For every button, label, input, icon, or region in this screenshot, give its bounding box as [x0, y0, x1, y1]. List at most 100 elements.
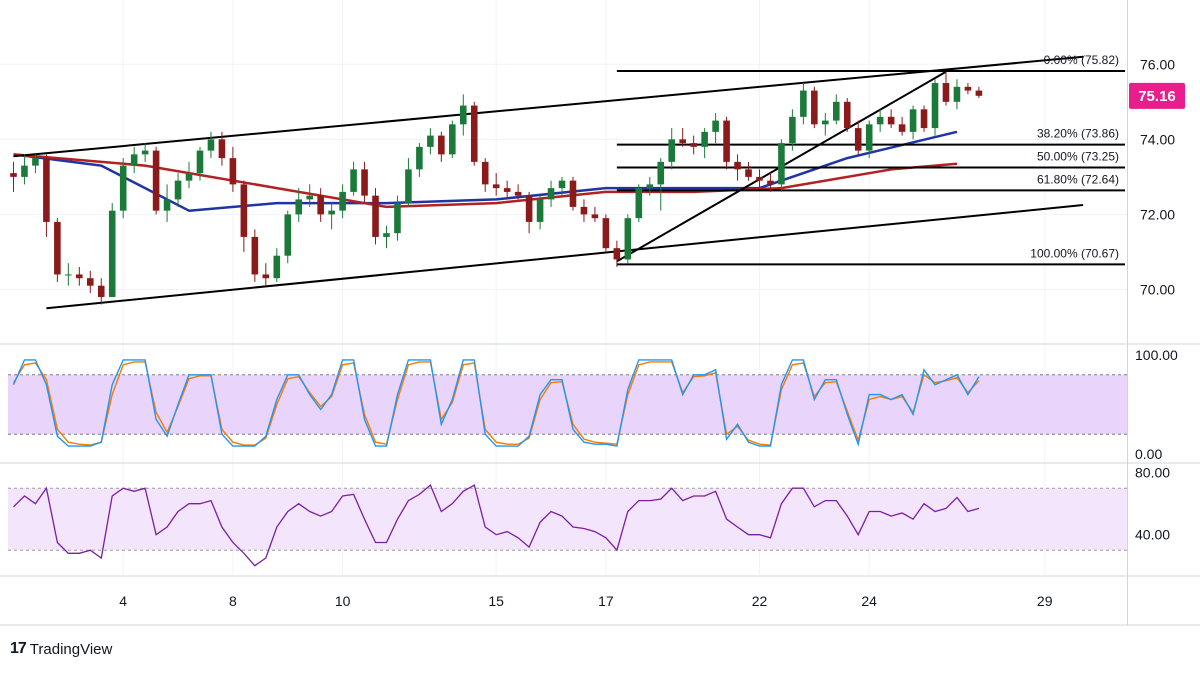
- candle-body: [394, 203, 401, 234]
- candle: [449, 120, 456, 159]
- candle-body: [778, 143, 785, 185]
- candle: [65, 263, 72, 286]
- price-tick-label: 74.00: [1140, 131, 1175, 147]
- candle-body: [54, 221, 61, 275]
- candle-body: [32, 158, 39, 166]
- candle-body: [909, 109, 917, 132]
- candle: [767, 173, 774, 192]
- candle: [822, 113, 829, 136]
- candle: [76, 266, 83, 286]
- candle: [218, 131, 226, 166]
- rsi-line: [13, 484, 980, 567]
- candle: [262, 263, 270, 286]
- fib-level-label: 100.00% (70.67): [1030, 246, 1119, 260]
- candle: [514, 184, 522, 200]
- candle-body: [86, 278, 94, 286]
- candle-body: [306, 195, 313, 200]
- candle: [865, 120, 873, 159]
- candle-body: [416, 146, 423, 170]
- candle: [328, 203, 335, 230]
- candle: [394, 195, 401, 241]
- candle-body: [679, 139, 686, 144]
- trendlines: [13, 55, 1084, 310]
- candle-body: [438, 135, 445, 155]
- candle-body: [624, 218, 632, 260]
- time-tick-label: 22: [752, 593, 768, 609]
- candle: [273, 248, 281, 282]
- candle-body: [361, 169, 368, 196]
- candle-body: [734, 161, 741, 170]
- candle-body: [163, 199, 171, 211]
- candle-body: [10, 173, 17, 177]
- candle-body: [525, 195, 533, 222]
- candle: [854, 120, 862, 155]
- candle-body: [65, 274, 72, 276]
- candle-body: [141, 150, 149, 155]
- candle: [295, 188, 303, 222]
- candle: [427, 128, 434, 155]
- candle-body: [284, 214, 292, 256]
- candle: [470, 101, 478, 166]
- candle-body: [920, 109, 928, 129]
- candle-body: [317, 195, 324, 215]
- candle-body: [328, 210, 335, 215]
- candle-body: [207, 139, 215, 151]
- candle-body: [811, 90, 818, 125]
- candle-body: [668, 139, 676, 162]
- candle-body: [185, 173, 193, 181]
- candle: [547, 180, 555, 207]
- candle-body: [854, 128, 862, 151]
- candle: [163, 184, 171, 222]
- trendline-2: [13, 55, 1084, 158]
- candle-body: [262, 274, 270, 279]
- candle: [174, 173, 182, 207]
- candle: [405, 158, 412, 207]
- candle-body: [832, 101, 840, 121]
- candle: [898, 116, 906, 136]
- candle-body: [580, 206, 588, 215]
- candle: [54, 218, 61, 282]
- time-tick-label: 15: [488, 593, 504, 609]
- candle-body: [295, 199, 303, 215]
- candle: [920, 105, 928, 132]
- stochastic-k-line: [12, 359, 980, 447]
- chart-canvas[interactable]: 0.00% (75.82) 38.20% (73.86) 50.00% (73.25…: [0, 0, 1200, 630]
- candle: [701, 128, 708, 159]
- candle: [207, 131, 215, 159]
- candle-body: [898, 124, 906, 132]
- candle: [723, 116, 730, 170]
- candle-body: [383, 233, 390, 237]
- candle-body: [931, 83, 939, 129]
- candle-body: [492, 184, 500, 189]
- candle: [668, 128, 676, 170]
- candle-body: [251, 236, 259, 275]
- tradingview-brand[interactable]: 17 TradingView: [10, 640, 112, 658]
- candle-body: [975, 90, 983, 96]
- candle-body: [789, 116, 796, 144]
- candle: [32, 154, 39, 174]
- candle-body: [953, 86, 961, 102]
- candle: [657, 158, 665, 211]
- tradingview-logo-icon: 17: [10, 640, 27, 657]
- candle: [196, 146, 204, 181]
- stochastic-tick-label: 0.00: [1135, 446, 1162, 462]
- fibonacci-retracement: 0.00% (75.82) 38.20% (73.86) 50.00% (73.25…: [616, 53, 1125, 266]
- candle: [86, 270, 94, 294]
- candle-body: [449, 124, 456, 155]
- candle-body: [745, 169, 752, 177]
- candle: [251, 229, 259, 282]
- rsi-pane: [8, 484, 1127, 567]
- candle: [778, 139, 785, 192]
- stochastic-pane: [8, 359, 1127, 447]
- candle: [503, 180, 511, 200]
- candle: [975, 86, 983, 99]
- candle-body: [459, 105, 467, 125]
- candle-body: [240, 184, 248, 237]
- price-tick-label: 76.00: [1140, 56, 1175, 72]
- candle-body: [119, 165, 127, 211]
- candle-body: [800, 90, 807, 117]
- candle-body: [756, 176, 763, 181]
- candle: [558, 176, 566, 196]
- candle: [876, 109, 884, 132]
- candle: [525, 191, 533, 234]
